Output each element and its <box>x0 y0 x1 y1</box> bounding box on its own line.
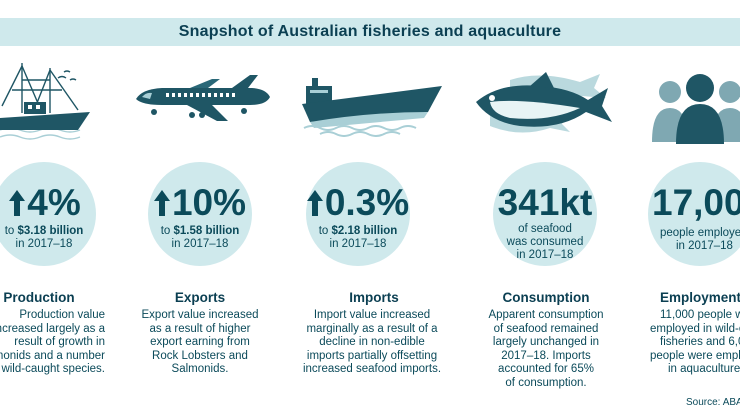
production-sub: to $3.18 billion in 2017–18 <box>4 225 84 250</box>
source-note: Source: ABARES <box>686 397 740 408</box>
consumption-value: 341kt <box>497 182 593 223</box>
production-description: Production value increased largely as a … <box>0 309 105 375</box>
up-arrow-icon <box>153 190 170 221</box>
consumption-sub: of seafood was consumed in 2017–18 <box>506 223 584 261</box>
page-title: Snapshot of Australian fisheries and aqu… <box>178 23 562 40</box>
production-heading: Production <box>3 290 75 305</box>
airplane-icon <box>136 75 270 121</box>
consumption-description: Apparent consumption of seafood remained… <box>488 309 604 389</box>
employment-description: 11,000 people were employed in wild-catc… <box>650 309 740 375</box>
imports-description: Import value increased marginally as a r… <box>302 309 442 375</box>
exports-value: 10% <box>125 184 275 222</box>
exports-sub: to $1.58 billion in 2017–18 <box>160 225 240 250</box>
employment-heading: Employment <box>660 290 740 305</box>
imports-sub: to $2.18 billion in 2017–18 <box>318 225 398 250</box>
exports-description: Export value increased as a result of hi… <box>141 309 259 375</box>
stat-circle-consumption <box>493 162 597 266</box>
stat-circle-exports <box>148 162 252 266</box>
consumption-heading: Consumption <box>502 290 590 305</box>
exports-heading: Exports <box>174 290 226 305</box>
imports-heading: Imports <box>349 290 399 305</box>
cargo-ship-icon <box>302 78 442 137</box>
imports-value: 0.3% <box>283 184 433 222</box>
up-arrow-icon <box>9 190 26 221</box>
people-group-icon <box>652 74 740 144</box>
up-arrow-icon <box>306 190 323 221</box>
title-band <box>0 18 740 46</box>
tuna-fish-icon <box>476 72 612 133</box>
fishing-boat-icon <box>0 63 90 140</box>
stat-circle-employment <box>648 162 740 266</box>
stat-circle-imports <box>306 162 410 266</box>
production-value: 4% <box>0 184 120 222</box>
